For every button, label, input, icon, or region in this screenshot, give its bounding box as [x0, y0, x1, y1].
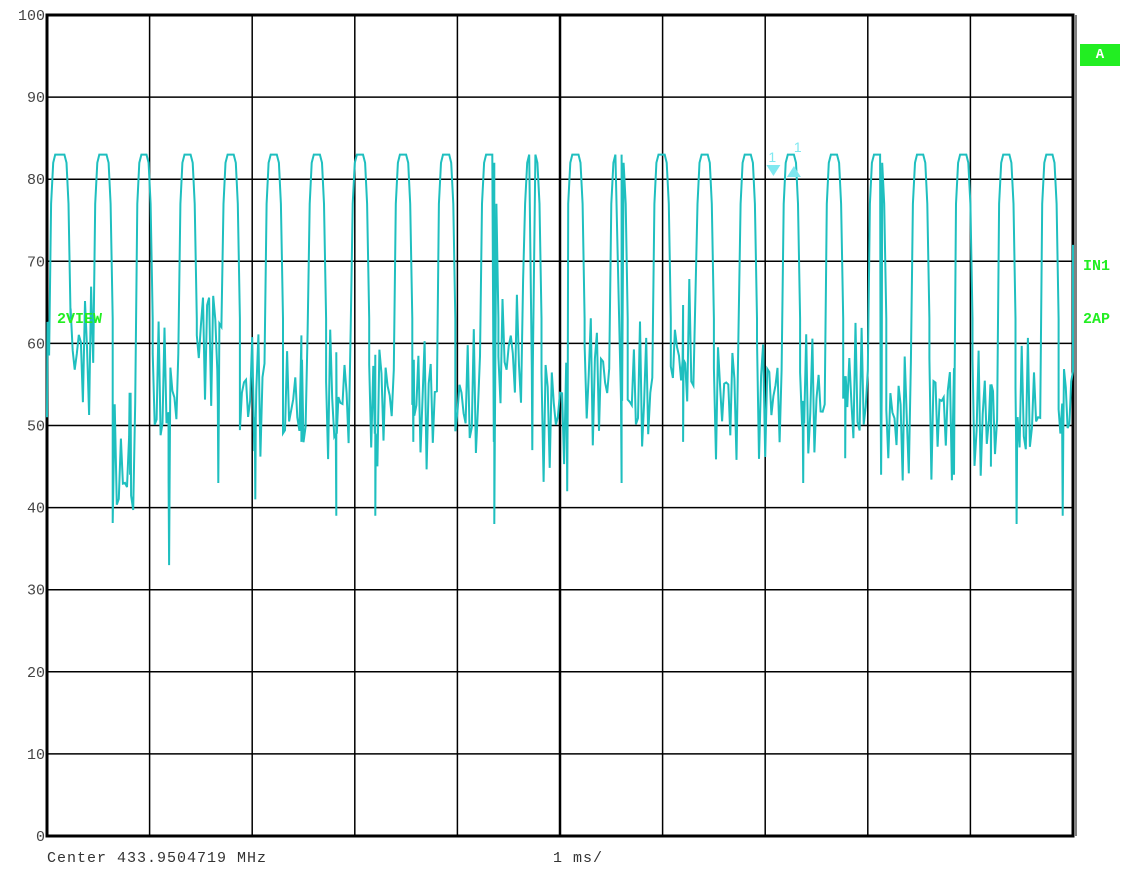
y-tick-label: 70	[27, 254, 45, 271]
marker-label: 1	[768, 149, 776, 165]
trace-view-label: 2VIEW	[57, 311, 103, 328]
y-tick-label: 20	[27, 665, 45, 682]
marker-label: 1	[794, 139, 802, 155]
plot-grid	[45, 13, 1077, 838]
time-per-division-label: 1 ms/	[553, 850, 604, 867]
center-frequency-label: Center 433.9504719 MHz	[47, 850, 268, 867]
y-tick-label: 30	[27, 583, 45, 600]
y-tick-label: 60	[27, 336, 45, 353]
input-label: IN1	[1083, 258, 1111, 275]
y-tick-label: 10	[27, 747, 45, 764]
y-tick-label: 40	[27, 501, 45, 518]
trace-a-badge: A	[1080, 44, 1120, 66]
trace-line	[46, 153, 1074, 566]
marker-triangle	[766, 164, 781, 176]
y-tick-label: 80	[27, 172, 45, 189]
y-tick-label: 0	[36, 829, 45, 846]
y-tick-label: 90	[27, 90, 45, 107]
detector-label: 2AP	[1083, 311, 1111, 328]
marker-triangle	[786, 165, 801, 177]
marker-group: 11	[766, 139, 802, 177]
y-tick-label: 50	[27, 419, 45, 436]
y-tick-label: 100	[18, 8, 45, 25]
